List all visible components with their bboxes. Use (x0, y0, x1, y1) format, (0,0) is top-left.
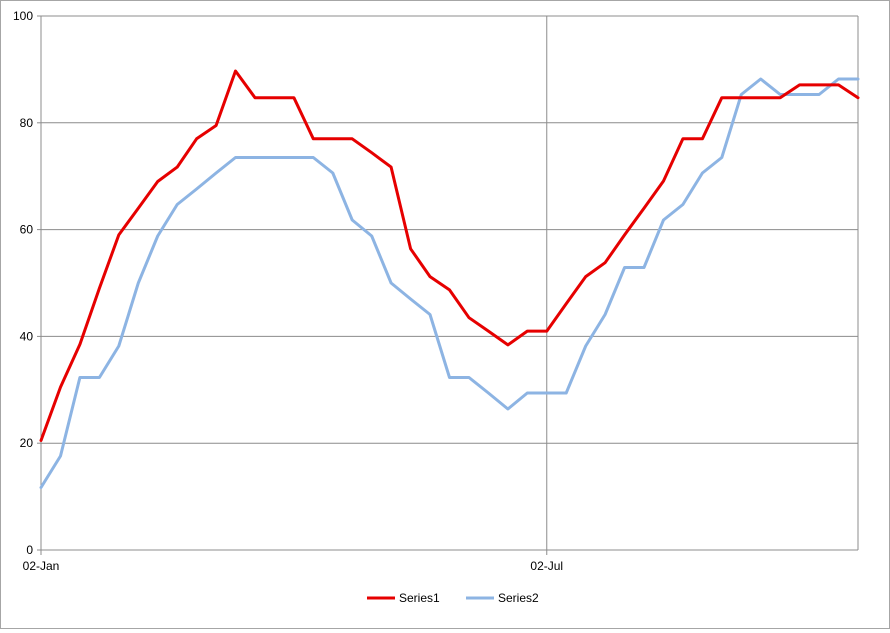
y-tick-label: 40 (20, 329, 34, 343)
legend-label-series2: Series2 (498, 591, 539, 605)
y-tick-label: 0 (26, 543, 33, 557)
series-line-series1 (39, 69, 860, 442)
x-tick-label: 02-Jul (530, 559, 563, 573)
x-tick-label: 02-Jan (23, 559, 60, 573)
y-tick-label: 20 (20, 436, 34, 450)
axis-layer: 0 20 40 60 80 100 02-Jan 02-Jul (13, 9, 858, 573)
series-line-series2 (39, 77, 860, 489)
y-tick-label: 100 (13, 9, 33, 23)
y-tick-label: 80 (20, 116, 34, 130)
series-layer (39, 69, 860, 489)
y-tick-label: 60 (20, 223, 34, 237)
grid-layer (40, 15, 859, 551)
legend: Series1 Series2 (367, 591, 539, 605)
legend-label-series1: Series1 (399, 591, 440, 605)
